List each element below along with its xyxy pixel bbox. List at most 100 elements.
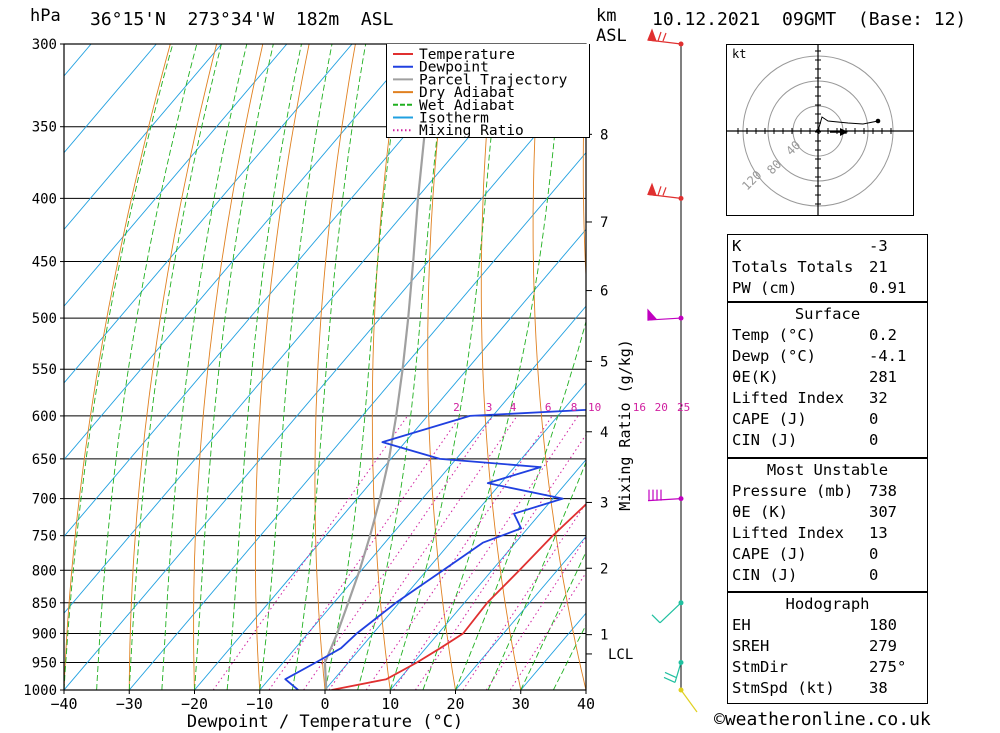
hodograph-origin-dot xyxy=(816,129,820,133)
wet-adiabat-line xyxy=(455,319,586,690)
height-km-label: LCL xyxy=(608,647,633,663)
pressure-tick-label: 950 xyxy=(32,655,57,671)
temperature-tick-label: −40 xyxy=(50,695,77,713)
wet-adiabat-line xyxy=(259,44,333,690)
dry-adiabat-line xyxy=(480,44,522,690)
mixing-ratio-line xyxy=(328,415,518,690)
height-km-label: 8 xyxy=(600,127,608,143)
copyright-link[interactable]: ©weatheronline.co.uk xyxy=(714,709,931,730)
mixing-ratio-line xyxy=(393,415,579,690)
isotherm-line xyxy=(389,459,586,690)
mixing-ratio-label: 2 xyxy=(453,401,460,414)
height-km-label: 4 xyxy=(600,425,608,441)
hodograph-trace xyxy=(817,116,879,132)
surface-li-label: Lifted Index xyxy=(732,389,844,407)
wind-barb-feather xyxy=(663,676,676,684)
wind-barb-feather xyxy=(657,186,662,196)
location-title: 36°15'N 273°34'W 182m ASL xyxy=(90,9,394,30)
wind-barb xyxy=(647,28,682,45)
eh-label: EH xyxy=(732,616,751,634)
mu-cape-label: CAPE (J) xyxy=(732,545,807,563)
legend-box: Temperature Dewpoint Parcel Trajectory Dry … xyxy=(386,44,590,138)
pressure-tick-label: 800 xyxy=(32,563,57,579)
mu-pressure-label: Pressure (mb) xyxy=(732,482,854,500)
hodograph-end-dot xyxy=(875,118,881,124)
wind-barb-feather xyxy=(662,32,667,42)
pressure-tick-label: 350 xyxy=(32,120,57,136)
surface-temp-label: Temp (°C) xyxy=(732,326,816,344)
pressure-tick-label: 1000 xyxy=(23,683,57,699)
mixing-ratio-label: 6 xyxy=(545,401,552,414)
wind-barb-feather xyxy=(662,187,667,196)
asl-unit-label: ASL xyxy=(596,26,627,46)
legend-label: Temperature xyxy=(419,47,515,63)
wet-adiabat-line xyxy=(357,44,449,690)
isotherm-line xyxy=(64,44,418,461)
surface-box: Surface Temp (°C) 0.2 Dewp (°C) -4.1 θE(K)… xyxy=(727,302,928,458)
stmspd-label: StmSpd (kt) xyxy=(732,679,835,697)
temperature-line xyxy=(331,503,586,690)
surface-cin-value: 0 xyxy=(869,431,879,449)
wind-barb xyxy=(663,662,682,684)
mixing-ratio-label: 16 xyxy=(633,401,646,414)
totals-value: 21 xyxy=(869,258,888,276)
hodograph-indices-box: Hodograph EH 180 SREH 279 StmDir 275° StmSp… xyxy=(727,592,928,704)
wet-adiabat-line xyxy=(226,44,302,690)
wet-adiabat-line xyxy=(128,44,222,690)
surface-temp-value: 0.2 xyxy=(869,326,897,344)
wet-adiabat-line xyxy=(520,550,586,690)
isotherm-line xyxy=(64,44,157,154)
mu-cape-value: 0 xyxy=(869,545,879,563)
wet-adiabat-line xyxy=(194,44,274,690)
dry-adiabat-line xyxy=(128,44,218,690)
mu-cin-value: 0 xyxy=(869,566,879,584)
temperature-tick-label: −10 xyxy=(246,695,273,713)
wet-adiabat-line xyxy=(422,44,565,690)
km-unit-label: km xyxy=(596,6,617,26)
totals-row: Totals Totals 21 xyxy=(728,257,927,278)
mixing-ratio-label: 25 xyxy=(677,401,690,414)
wind-barb-shaft xyxy=(659,602,682,624)
hodograph-unit-label: kt xyxy=(732,47,746,61)
hodo-title: Hodograph xyxy=(785,595,870,613)
datetime-title: 10.12.2021 09GMT (Base: 12) xyxy=(652,9,967,30)
pressure-tick-label: 700 xyxy=(32,492,57,508)
pressure-tick-label: 500 xyxy=(32,311,57,327)
wind-barb-shaft xyxy=(680,689,698,713)
wet-adiabat-line xyxy=(96,44,198,690)
surface-thetae-label: θE(K) xyxy=(732,368,779,386)
isotherm-line xyxy=(64,44,288,307)
dry-adiabat-line xyxy=(254,44,310,690)
k-label: K xyxy=(732,237,742,255)
indices-box: K -3 Totals Totals 21 PW (cm) 0.91 xyxy=(727,234,928,302)
mu-thetae-value: 307 xyxy=(869,503,897,521)
k-index-row: K -3 xyxy=(728,236,927,257)
mixing-ratio-label: 20 xyxy=(655,401,668,414)
hpa-unit-label: hPa xyxy=(30,6,61,26)
wet-adiabat-line xyxy=(324,44,405,690)
dewpoint-line xyxy=(284,408,586,690)
wet-adiabat-line xyxy=(161,44,248,690)
pw-row: PW (cm) 0.91 xyxy=(728,278,927,299)
wind-barb-flag xyxy=(647,28,657,42)
legend-label: Isotherm xyxy=(419,111,489,127)
wind-barb-feather xyxy=(664,671,677,679)
hodograph-ring-label: 80 xyxy=(764,157,784,177)
storm-motion-arrowhead xyxy=(840,128,848,136)
surface-li-value: 32 xyxy=(869,389,888,407)
parcel-trajectory-line xyxy=(323,44,438,690)
k-value: -3 xyxy=(869,237,888,255)
isotherm-line xyxy=(520,612,586,690)
isotherm-line xyxy=(194,228,586,690)
temperature-tick-label: 10 xyxy=(381,695,399,713)
pressure-tick-label: 300 xyxy=(32,37,57,53)
isotherm-line xyxy=(64,44,353,384)
mixing-ratio-line xyxy=(365,415,553,690)
skew-t-chart: 2 3 4 6 8 10 16 20 25300350400450500550600650700… xyxy=(23,28,698,732)
pressure-tick-label: 550 xyxy=(32,362,57,378)
wet-adiabat-line xyxy=(291,44,367,690)
isotherm-line xyxy=(64,75,586,690)
wind-barb-flag xyxy=(647,182,657,197)
